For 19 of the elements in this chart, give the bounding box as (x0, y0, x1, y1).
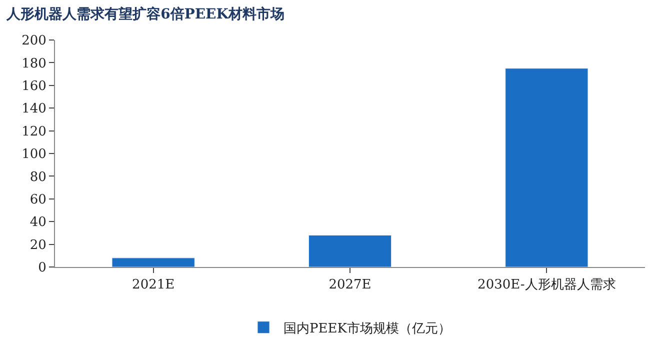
y-tick-label: 140 (22, 102, 46, 117)
y-tick-label: 200 (22, 34, 46, 49)
bar (308, 234, 392, 267)
y-tick-label: 80 (30, 170, 46, 185)
y-tick-label: 160 (22, 78, 46, 94)
bar (505, 68, 588, 267)
x-tick-label: 2027E (328, 278, 372, 293)
y-tick-label: 120 (22, 124, 46, 140)
x-tick-label: 2030E-人形机器人需求 (478, 278, 616, 293)
y-tick-label: 40 (30, 215, 46, 230)
y-tick-label: 60 (30, 192, 46, 208)
y-tick-label: 20 (30, 238, 46, 253)
y-tick-label: 100 (22, 147, 46, 162)
chart-title: 人形机器人需求有望扩容6倍PEEK材料市场 (6, 6, 284, 23)
y-tick-label: 180 (22, 56, 46, 72)
legend-label: 国内PEEK市场规模（亿元） (284, 321, 451, 336)
x-tick-label: 2021E (132, 278, 175, 293)
y-tick-label: 0 (38, 260, 46, 276)
bar (112, 258, 195, 267)
